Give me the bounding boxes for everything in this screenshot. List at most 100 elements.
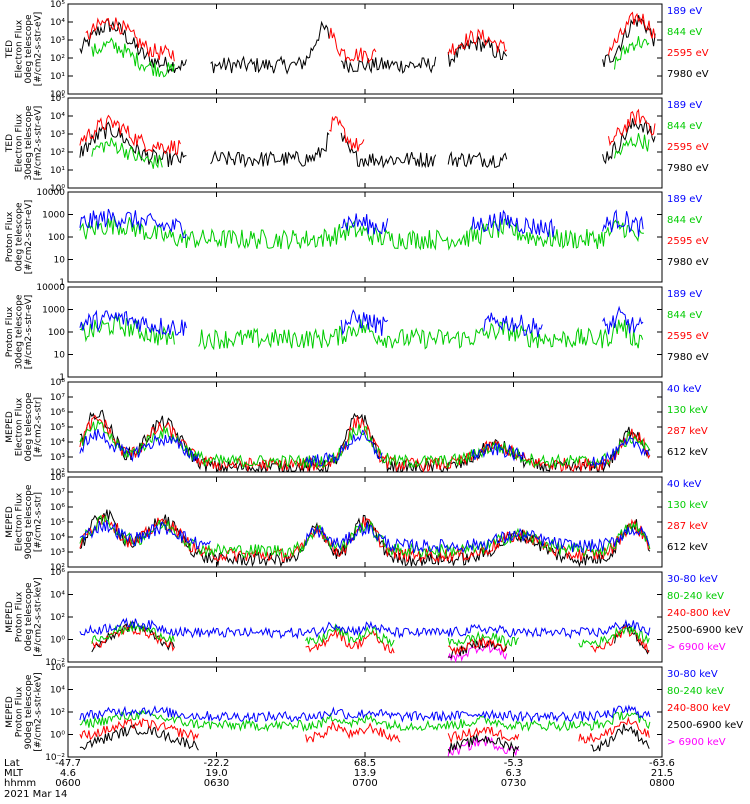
y-tick-label: 10⁶ (50, 408, 65, 418)
legend-entry: 2595 eV (667, 331, 709, 342)
y-axis-label-line: 30deg telescope (15, 294, 25, 369)
y-tick-label: 10³ (50, 36, 65, 46)
y-tick-label: 10⁰ (50, 731, 65, 741)
legend-entry: 189 eV (667, 6, 702, 17)
series-trace (578, 716, 650, 744)
panel-frame (67, 97, 663, 189)
legend-entry: 612 keV (667, 447, 708, 458)
panel-frame (67, 3, 663, 95)
y-axis-label-line: 90deg telescope (24, 484, 34, 559)
series-trace (447, 642, 508, 664)
series-trace (91, 137, 163, 169)
series-trace (91, 624, 175, 652)
x-tick-label: -22.2 (204, 758, 230, 769)
legend-entry: 40 keV (667, 384, 701, 395)
y-tick-label: 10² (50, 563, 65, 573)
y-axis-label-line: MEPED (5, 506, 15, 538)
x-tick-label: 0700 (352, 778, 377, 789)
series-trace (305, 623, 395, 648)
series-trace (210, 20, 330, 75)
legend-entry: 80-240 keV (667, 591, 724, 602)
series-trace (590, 435, 650, 469)
legend-entry: 80-240 keV (667, 686, 724, 697)
series-trace (602, 305, 644, 335)
y-tick-label: 10⁻² (45, 658, 65, 668)
series-trace (79, 717, 199, 742)
series-trace (79, 121, 187, 168)
legend-entry: 40 keV (667, 479, 701, 490)
series-trace (305, 522, 650, 555)
legend-entry: 844 eV (667, 215, 702, 226)
series-trace (79, 208, 187, 239)
y-tick-label: 10⁷ (50, 488, 65, 498)
y-axis-label-line: [#/cm2-s-str-eV] (24, 200, 34, 275)
y-tick-label: 10² (50, 54, 65, 64)
y-tick-label: 10⁶ (50, 503, 65, 513)
legend-entry: 2595 eV (667, 236, 709, 247)
x-tick-label: 0630 (204, 778, 229, 789)
series-trace (91, 622, 175, 644)
y-axis-label-line: Electron Flux (15, 19, 25, 78)
y-axis-label-line: MEPED (5, 411, 15, 443)
series-trace (79, 114, 181, 156)
series-trace (447, 150, 508, 168)
series-trace (340, 309, 389, 336)
series-trace (578, 626, 650, 648)
series-trace (471, 209, 555, 238)
series-trace (602, 209, 644, 237)
y-axis-label-line: 30deg telescope (24, 105, 34, 180)
series-trace (85, 17, 175, 62)
y-tick-label: 1000 (42, 306, 65, 316)
series-trace (608, 11, 656, 56)
legend-entry: > 6900 keV (667, 737, 726, 748)
legend-entry: 2595 eV (667, 48, 709, 59)
legend-entry: 240-800 keV (667, 608, 731, 619)
series-trace (340, 56, 437, 74)
series-trace (79, 216, 644, 251)
y-tick-label: 10 (54, 351, 66, 361)
series-trace (305, 629, 395, 654)
y-axis-label-line: Proton Flux (15, 686, 25, 737)
y-tick-label: 10⁷ (50, 393, 65, 403)
series-trace (79, 509, 651, 568)
y-tick-label: 10¹ (50, 166, 65, 176)
series-trace (602, 15, 656, 67)
series-trace (447, 630, 520, 647)
y-axis-label-line: MEPED (5, 696, 15, 728)
legend-entry: 7980 eV (667, 352, 709, 363)
legend-entry: 612 keV (667, 542, 708, 553)
y-tick-label: 10⁸ (50, 378, 65, 388)
y-tick-label: 10³ (50, 130, 65, 140)
y-axis-label-line: MEPED (5, 601, 15, 633)
series-trace (305, 429, 383, 467)
series-trace (340, 132, 437, 169)
series-trace (91, 37, 175, 78)
legend-entry: 844 eV (667, 310, 702, 321)
series-trace (614, 133, 650, 159)
series-trace (614, 36, 650, 70)
legend-entry: 7980 eV (667, 163, 709, 174)
y-tick-label: 10¹ (50, 72, 65, 82)
y-tick-label: 10³ (50, 453, 65, 463)
x-tick-label: 68.5 (354, 758, 376, 769)
y-tick-label: 10⁴ (50, 533, 65, 543)
y-axis-label-line: TED (5, 40, 15, 59)
x-tick-label: 0600 (55, 778, 80, 789)
y-tick-label: 10000 (36, 283, 65, 293)
x-tick-label: -63.6 (649, 758, 675, 769)
series-trace (608, 108, 656, 147)
y-tick-label: 10 (54, 256, 66, 266)
series-trace (79, 617, 651, 640)
legend-entry: 189 eV (667, 194, 702, 205)
y-tick-label: 100 (48, 328, 65, 338)
x-tick-label: -5.3 (504, 758, 524, 769)
series-trace (79, 724, 199, 751)
y-tick-label: 10⁴ (50, 18, 65, 28)
series-trace (79, 428, 199, 463)
series-trace (79, 514, 650, 564)
series-trace (471, 443, 525, 462)
y-tick-label: 10⁵ (50, 94, 65, 104)
x-tick-label: 0800 (649, 778, 674, 789)
series-trace (341, 213, 389, 235)
